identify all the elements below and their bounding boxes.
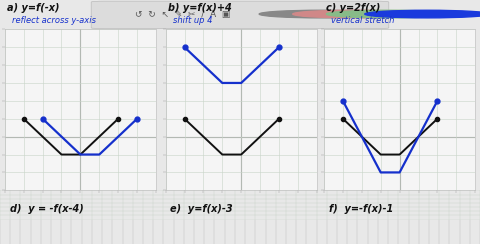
Circle shape: [259, 10, 384, 18]
Circle shape: [365, 10, 480, 18]
FancyBboxPatch shape: [91, 1, 389, 29]
Text: reflect across y-axis: reflect across y-axis: [12, 16, 96, 25]
Text: vertical stretch: vertical stretch: [331, 16, 395, 25]
Circle shape: [293, 10, 418, 18]
Circle shape: [326, 10, 451, 18]
Text: c) y=2f(x): c) y=2f(x): [326, 3, 381, 13]
Text: shift up 4: shift up 4: [173, 16, 212, 25]
Text: d)  y = -f(x-4): d) y = -f(x-4): [10, 204, 84, 214]
Text: b) y=f(x)+4: b) y=f(x)+4: [168, 3, 232, 13]
Text: e)  y=f(x)-3: e) y=f(x)-3: [170, 204, 233, 214]
Text: a) y=f(-x): a) y=f(-x): [7, 3, 60, 13]
Text: f)  y=-f(x)-1: f) y=-f(x)-1: [329, 204, 393, 214]
Text: ↺  ↻  ↖  ✎  ✂  /  A  ▣: ↺ ↻ ↖ ✎ ✂ / A ▣: [135, 10, 230, 19]
